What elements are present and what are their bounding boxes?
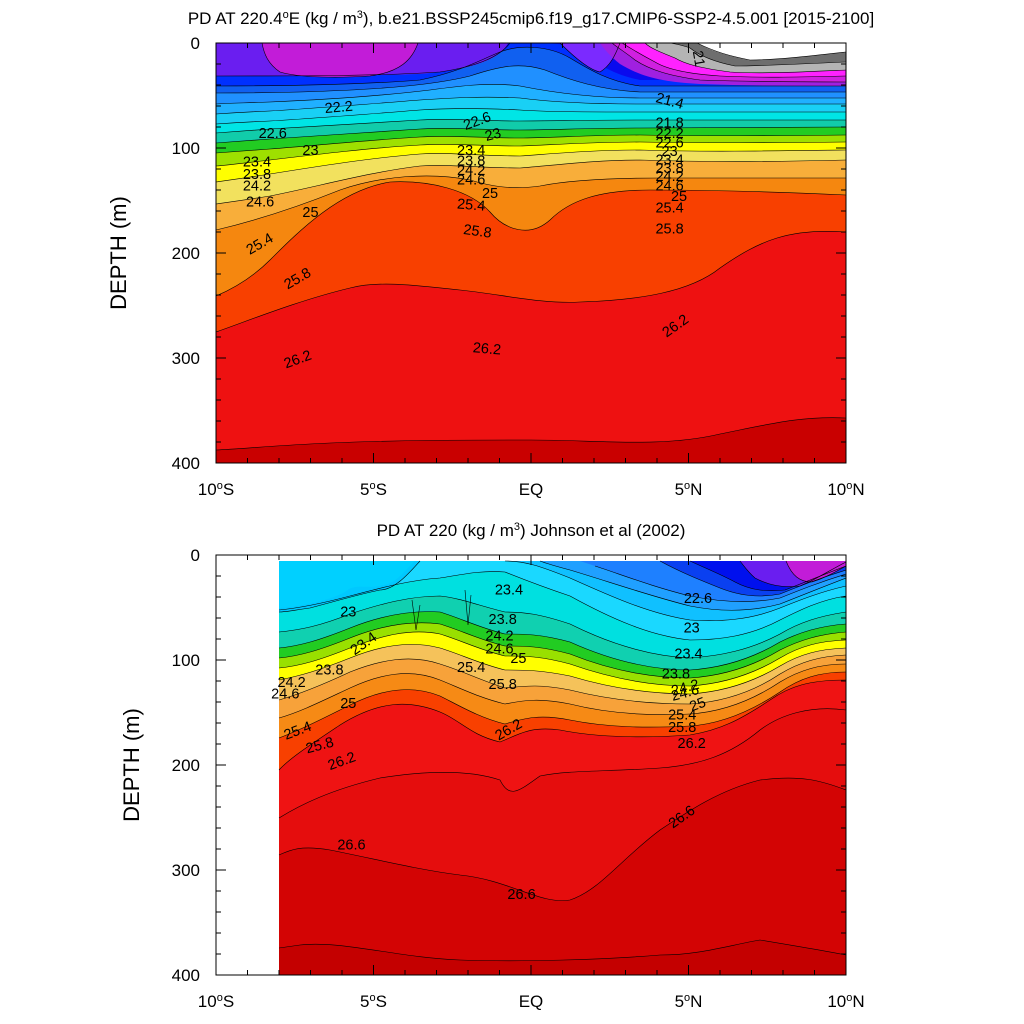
bottom-chart: PD AT 220 (kg / m3) Johnson et al (2002) bbox=[119, 521, 865, 1011]
contour-label: 25 bbox=[688, 695, 709, 716]
contour-label: 21.4 bbox=[654, 90, 685, 113]
y-tick-label: 200 bbox=[172, 756, 200, 775]
top-chart-title: PD AT 220.4oE (kg / m3), b.e21.BSSP245cm… bbox=[188, 9, 874, 28]
contour-label: 24.6 bbox=[246, 194, 274, 210]
contour-label: 22.6 bbox=[655, 136, 683, 152]
x-tick-label: 5oN bbox=[675, 992, 703, 1011]
contour-label: 23.8 bbox=[243, 167, 271, 183]
contour-label: 25.4 bbox=[655, 201, 683, 217]
x-tick-label: 5oS bbox=[360, 992, 387, 1011]
x-tick-label: 10oN bbox=[827, 992, 864, 1011]
contour-label: 22.6 bbox=[259, 126, 287, 142]
contour-label: 23.8 bbox=[457, 153, 485, 169]
contour-label: 23 bbox=[340, 605, 356, 621]
contour-label: 23 bbox=[662, 144, 678, 160]
contour-label: 24.6 bbox=[271, 686, 299, 702]
bottom-density-field bbox=[278, 560, 846, 975]
y-tick-label: 300 bbox=[172, 861, 200, 880]
bottom-chart-title: PD AT 220 (kg / m3) Johnson et al (2002) bbox=[377, 521, 686, 540]
contour-label: 23 bbox=[684, 620, 700, 636]
contour-label: 23.4 bbox=[243, 155, 271, 171]
contour-label: 25 bbox=[482, 186, 498, 202]
contour-label: 23.8 bbox=[662, 667, 690, 683]
bottom-y-axis-label: DEPTH (m) bbox=[119, 708, 144, 822]
contour-label: 25 bbox=[302, 205, 318, 221]
top-y-axis-label: DEPTH (m) bbox=[106, 196, 131, 310]
contour-label: 23.8 bbox=[489, 612, 517, 628]
contour-label: 25.8 bbox=[489, 677, 517, 693]
contour-label: 25.4 bbox=[668, 707, 696, 723]
contour-label: 25 bbox=[510, 651, 526, 667]
x-tick-label: 10oS bbox=[198, 480, 234, 499]
contour-label: 26.2 bbox=[678, 736, 706, 752]
contour-label: 26.2 bbox=[472, 340, 502, 358]
x-tick-label: 5oN bbox=[675, 480, 703, 499]
contour-label: 24.2 bbox=[457, 163, 485, 179]
contour-label: 26.6 bbox=[337, 838, 365, 854]
contour-label: 23.4 bbox=[655, 152, 683, 168]
top-axes: 10oS 5oS EQ 5oN 10oN 0 100 200 300 400 bbox=[172, 34, 865, 499]
top-contour-labels: 22.222.62323.423.824.224.62525.425.826.2… bbox=[243, 49, 708, 372]
contour-label: 24.6 bbox=[485, 641, 513, 657]
x-tick-label: EQ bbox=[519, 992, 544, 1011]
contour-label: 21.8 bbox=[655, 116, 683, 132]
contour-label: 21 bbox=[689, 49, 708, 68]
y-tick-label: 400 bbox=[172, 454, 200, 473]
bottom-axes: 10oS 5oS EQ 5oN 10oN 0 100 200 300 400 bbox=[172, 546, 865, 1011]
contour-label: 24.2 bbox=[670, 677, 701, 700]
contour-label: 25.8 bbox=[462, 222, 492, 242]
contour-label: 23.8 bbox=[315, 662, 343, 678]
y-tick-label: 0 bbox=[191, 546, 200, 565]
contour-label: 25.8 bbox=[668, 720, 696, 736]
contour-label: 23 bbox=[483, 125, 503, 145]
y-tick-label: 200 bbox=[172, 244, 200, 263]
contour-label: 25.4 bbox=[457, 660, 485, 676]
contour-label: 24.2 bbox=[485, 629, 513, 645]
contour-label: 22.6 bbox=[684, 591, 712, 607]
contour-label: 25 bbox=[671, 189, 687, 205]
contour-label: 22.2 bbox=[655, 126, 683, 142]
contour-label: 24.6 bbox=[655, 179, 683, 195]
x-tick-label: 10oS bbox=[198, 992, 234, 1011]
y-tick-label: 0 bbox=[191, 34, 200, 53]
contour-label: 24.2 bbox=[655, 169, 683, 185]
y-tick-label: 100 bbox=[172, 651, 200, 670]
contour-label: 24.6 bbox=[457, 172, 485, 188]
top-density-field bbox=[216, 43, 846, 463]
y-tick-label: 400 bbox=[172, 966, 200, 985]
contour-label: 25.4 bbox=[456, 196, 486, 214]
y-tick-label: 300 bbox=[172, 349, 200, 368]
x-tick-label: EQ bbox=[519, 480, 544, 499]
contour-label: 26.6 bbox=[507, 887, 535, 903]
top-chart: PD AT 220.4oE (kg / m3), b.e21.BSSP245cm… bbox=[106, 9, 874, 499]
x-tick-label: 10oN bbox=[827, 480, 864, 499]
contour-label: 25.8 bbox=[304, 735, 335, 758]
y-tick-label: 100 bbox=[172, 139, 200, 158]
contour-label: 23 bbox=[302, 143, 318, 159]
contour-label: 24.2 bbox=[243, 179, 271, 195]
contour-label: 23.4 bbox=[457, 143, 485, 159]
bottom-contour-lines bbox=[278, 560, 846, 962]
contour-label: 23.4 bbox=[495, 583, 523, 599]
contour-label: 22.2 bbox=[324, 99, 354, 117]
contour-label: 23.4 bbox=[674, 647, 702, 663]
contour-label: 24.6 bbox=[670, 682, 701, 705]
x-tick-label: 5oS bbox=[360, 480, 387, 499]
contour-label: 25.8 bbox=[655, 222, 683, 238]
contour-label: 25 bbox=[340, 696, 356, 712]
contour-label: 23.8 bbox=[655, 161, 683, 177]
contour-label: 24.2 bbox=[277, 675, 305, 691]
